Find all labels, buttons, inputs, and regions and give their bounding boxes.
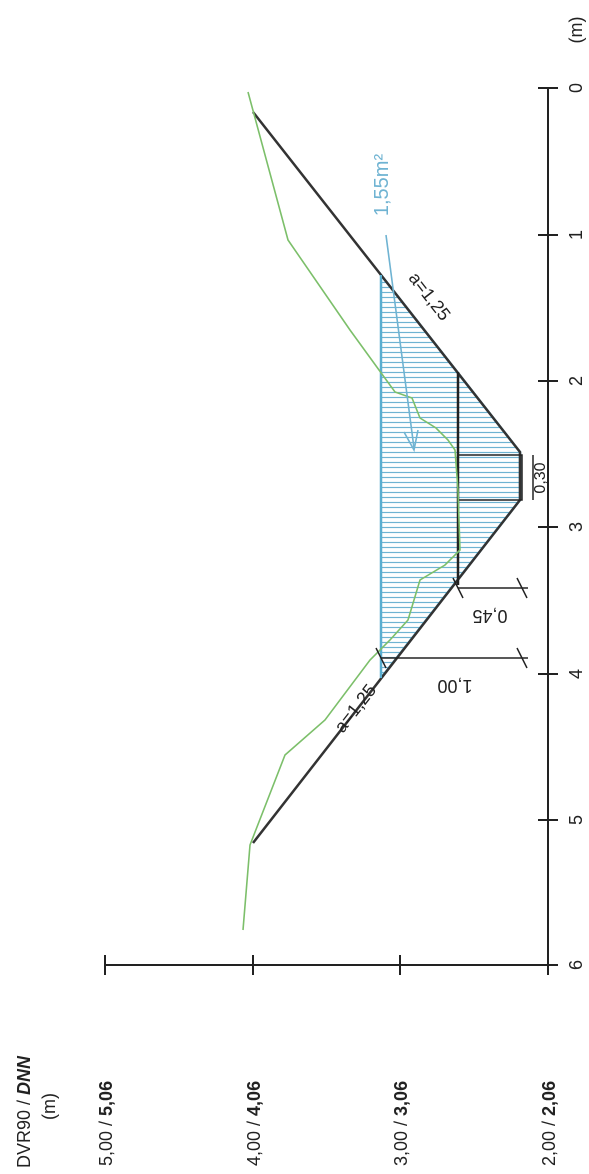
axis-title: DVR90 /DNN <box>14 1055 34 1168</box>
distance-tick-label: 2 <box>566 376 586 386</box>
elevation-label: 5,00 /5,06 <box>96 1081 116 1166</box>
distance-tick-label: 0 <box>566 83 586 93</box>
dimension-lines <box>375 455 534 669</box>
distance-tick-label: 3 <box>566 522 586 532</box>
dimension-label: 1,00 <box>437 676 472 696</box>
slope-label: a=1,25 <box>330 680 380 736</box>
distance-tick-label: 1 <box>566 230 586 240</box>
distance-tick-label: 5 <box>566 815 586 825</box>
dimension-label: 0,45 <box>472 606 507 626</box>
area-arrow <box>385 234 415 449</box>
elevation-ticks <box>104 955 549 975</box>
bottom-box <box>457 454 523 501</box>
axis-unit: (m) <box>39 1093 59 1120</box>
dimension-label: 0,30 <box>532 462 549 493</box>
design-profile <box>252 111 522 844</box>
terrain-line <box>242 91 461 931</box>
elevation-label: 4,00 /4,06 <box>244 1081 264 1166</box>
elevation-label: 3,00 /3,06 <box>391 1081 411 1166</box>
distance-tick-label: 6 <box>566 960 586 970</box>
elevation-label: 2,00 /2,06 <box>539 1081 559 1166</box>
distance-unit: (m) <box>566 17 586 44</box>
area-label: 1,55m² <box>371 154 393 217</box>
distance-tick-label: 4 <box>566 669 586 679</box>
area-arrowhead <box>403 429 419 453</box>
